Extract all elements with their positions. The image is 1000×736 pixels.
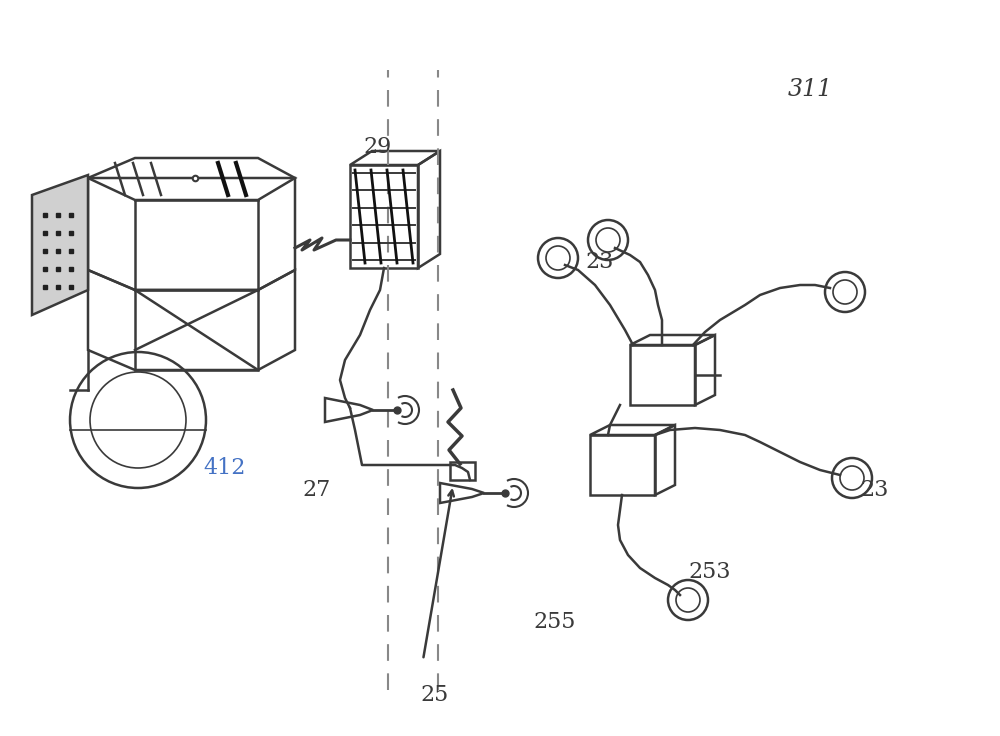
- Text: 25: 25: [421, 684, 449, 706]
- Text: 27: 27: [303, 479, 331, 501]
- Polygon shape: [32, 175, 88, 315]
- Text: 255: 255: [534, 611, 576, 633]
- Text: 412: 412: [204, 457, 246, 479]
- Text: 23: 23: [586, 251, 614, 273]
- Text: 23: 23: [861, 479, 889, 501]
- Polygon shape: [325, 398, 373, 422]
- Text: 253: 253: [689, 561, 731, 583]
- Polygon shape: [440, 483, 484, 503]
- Text: 311: 311: [788, 79, 832, 102]
- Bar: [350, 165, 418, 268]
- Text: 29: 29: [364, 136, 392, 158]
